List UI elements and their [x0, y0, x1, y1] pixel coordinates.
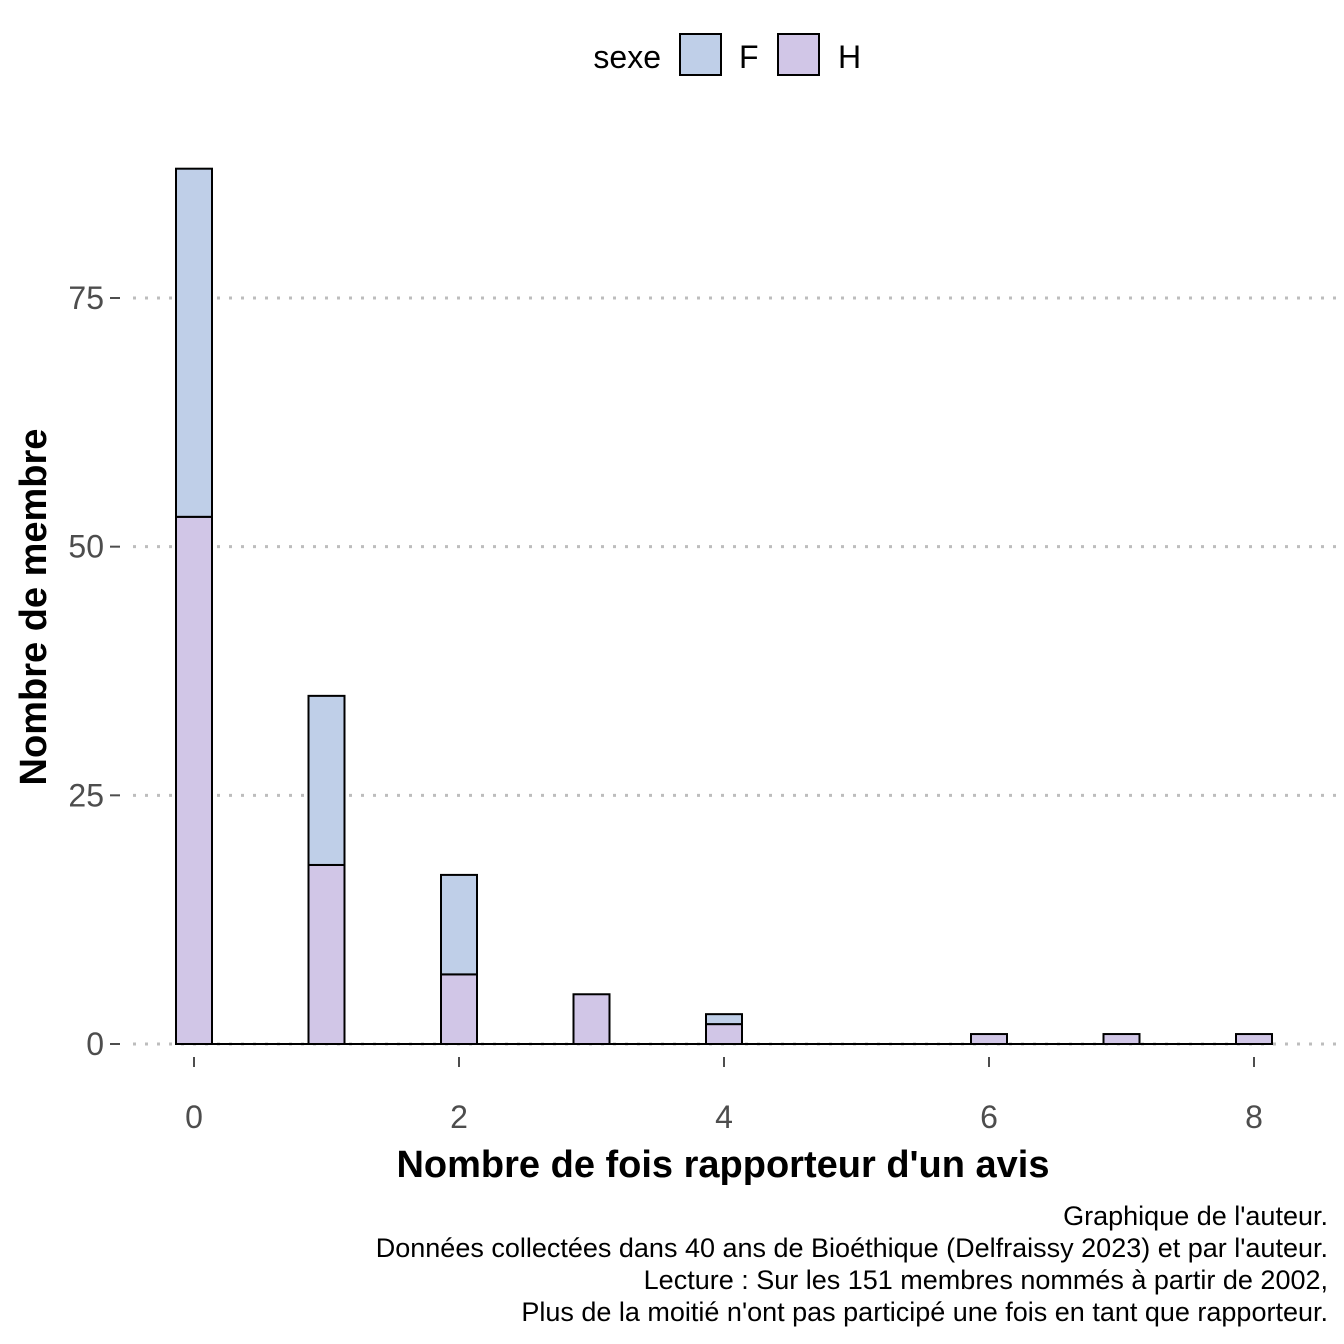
y-axis-title: Nombre de membre — [13, 429, 55, 786]
legend-swatch-h — [777, 33, 820, 76]
caption-line: Lecture : Sur les 151 membres nommés à p… — [643, 1265, 1328, 1295]
caption-line: Plus de la moitié n'ont pas participé un… — [521, 1297, 1328, 1327]
bar-h — [1235, 1033, 1273, 1046]
caption-line: Données collectées dans 40 ans de Bioéth… — [375, 1233, 1328, 1263]
legend-title: sexe — [593, 39, 661, 75]
x-tick-label: 6 — [980, 1099, 998, 1135]
legend-swatch-f — [679, 33, 722, 76]
x-tick-label: 8 — [1245, 1099, 1263, 1135]
bars — [175, 167, 1273, 1046]
x-tick-label: 2 — [450, 1099, 468, 1135]
bar-f — [440, 873, 478, 976]
bar-h — [572, 993, 611, 1045]
legend-label-f: F — [739, 39, 759, 75]
y-tick-label: 25 — [68, 777, 104, 813]
legend-label-h: H — [838, 39, 861, 75]
bar-h — [1102, 1033, 1141, 1046]
bar-h — [175, 515, 213, 1045]
axes: 0 25 50 75 0 2 4 6 8 — [68, 280, 1262, 1135]
x-axis-title: Nombre de fois rapporteur d'un avis — [396, 1144, 1049, 1186]
bar-f — [175, 167, 213, 518]
y-tick-label: 50 — [68, 529, 104, 565]
x-tick-label: 4 — [715, 1099, 733, 1135]
y-tick-label: 0 — [86, 1026, 104, 1062]
bar-f — [307, 694, 346, 866]
bar-h — [307, 863, 346, 1046]
x-tick-label: 0 — [185, 1099, 203, 1135]
legend: sexe F H — [593, 33, 861, 76]
caption-line: Graphique de l'auteur. — [1063, 1201, 1328, 1231]
bar-h — [440, 973, 478, 1046]
y-tick-label: 75 — [68, 280, 104, 316]
caption: Graphique de l'auteur. Données collectée… — [376, 1200, 1328, 1328]
bar-f — [705, 1013, 743, 1026]
bar-h — [705, 1023, 743, 1046]
bar-h — [970, 1033, 1008, 1046]
